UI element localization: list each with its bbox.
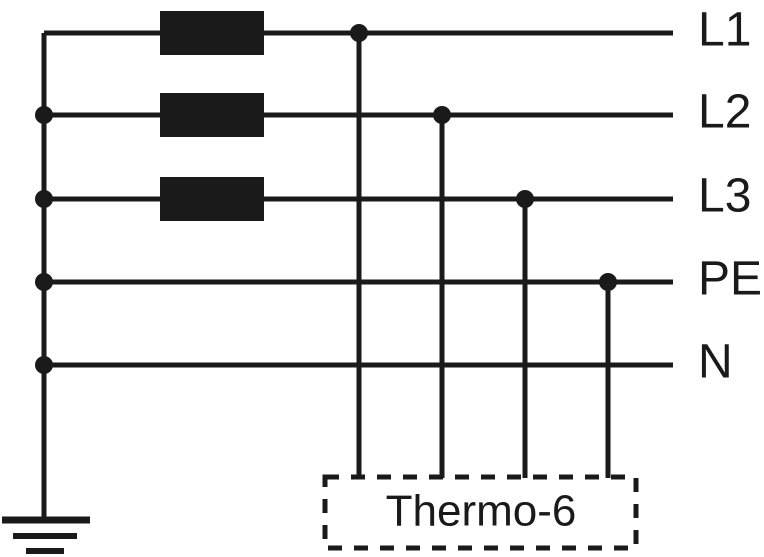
fuse-l3 [160, 177, 264, 221]
rail-label-pe: PE [698, 253, 762, 306]
device-label-thermo6: Thermo-6 [386, 487, 577, 536]
junction-dot-bus-n [35, 356, 53, 374]
rail-l2 [44, 93, 673, 137]
rail-l3 [44, 177, 673, 221]
junction-dot-bus-pe [35, 273, 53, 291]
junction-dot-l1-drop [350, 24, 368, 42]
rail-label-l2: L2 [698, 86, 751, 139]
junction-dot-bus-l3 [35, 190, 53, 208]
junction-dot-pe-drop [599, 273, 617, 291]
junction-dot-bus-l2 [35, 106, 53, 124]
junction-dot-l3-drop [516, 190, 534, 208]
rail-l1 [44, 11, 673, 55]
rail-label-n: N [698, 336, 733, 389]
fuse-l1 [160, 11, 264, 55]
fuse-l2 [160, 93, 264, 137]
earth-ground-symbol [2, 516, 90, 554]
junction-dot-l2-drop [433, 106, 451, 124]
device-box-thermo6[interactable] [322, 474, 639, 551]
rail-label-l1: L1 [698, 4, 751, 57]
rail-label-l3: L3 [698, 170, 751, 223]
